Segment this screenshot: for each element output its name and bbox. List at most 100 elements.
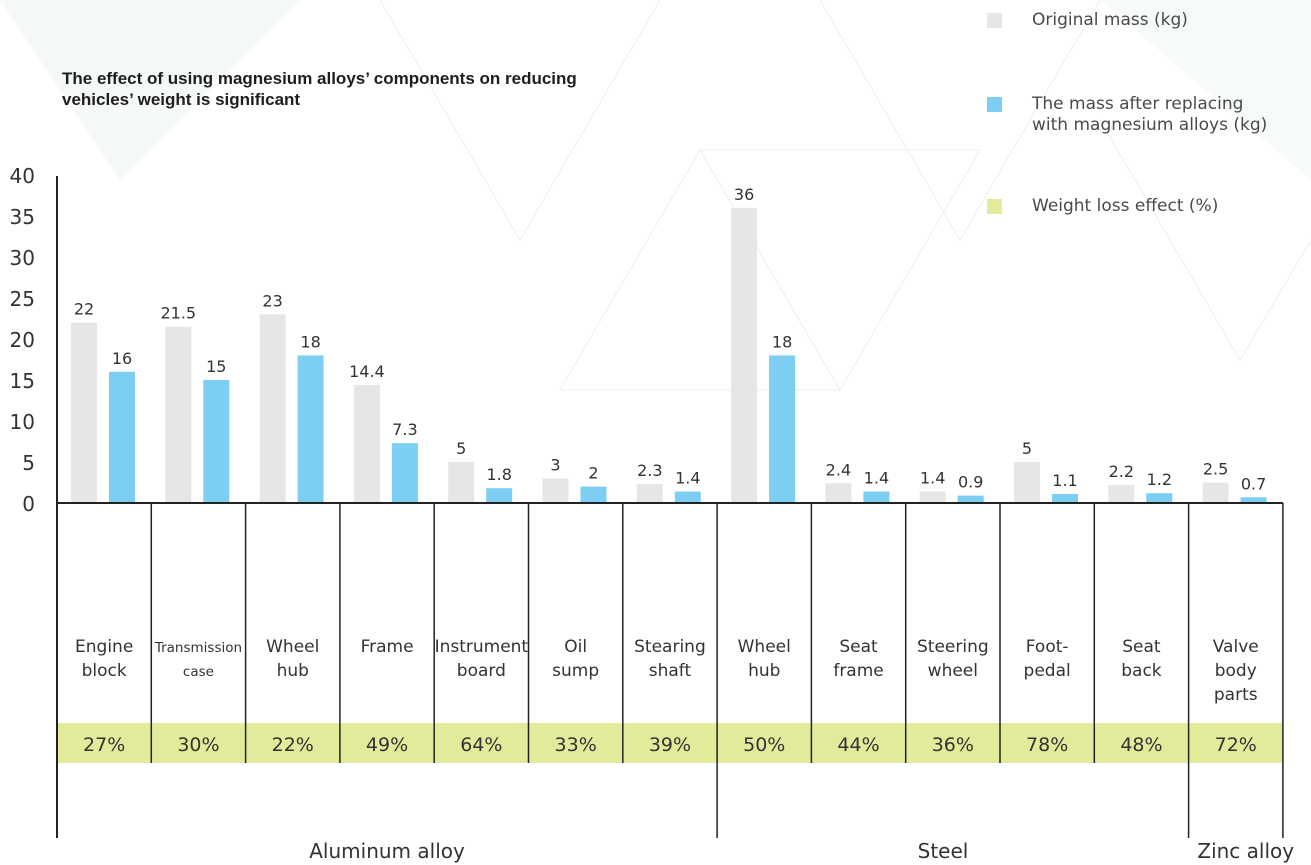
bar-replaced <box>1240 497 1267 503</box>
weight-loss-label: 78% <box>1026 734 1068 756</box>
y-tick-label: 10 <box>10 410 35 434</box>
category-label-line: Wheel <box>738 637 791 657</box>
data-label-replaced: 18 <box>772 332 792 351</box>
category-label: Wheel hub <box>738 637 791 681</box>
weight-loss-label: 64% <box>460 734 502 756</box>
category-label-line: wheel <box>928 661 978 681</box>
bar-original <box>825 483 852 503</box>
y-tick-label: 40 <box>10 164 35 188</box>
data-label-original: 2.4 <box>826 460 851 479</box>
bar-replaced <box>1052 493 1078 503</box>
bar-original <box>636 484 663 503</box>
data-label-original: 14.4 <box>349 362 385 381</box>
data-label-original: 36 <box>734 185 754 204</box>
category-label-line: Stearing <box>634 637 706 657</box>
data-label-replaced: 1.1 <box>1052 471 1077 490</box>
category-label: Steering wheel <box>917 637 989 681</box>
category-label: Seat frame <box>833 637 883 681</box>
bar-replaced <box>297 355 324 503</box>
category-label-line: parts <box>1214 685 1258 705</box>
bar-original <box>1108 484 1135 503</box>
data-label-original: 22 <box>74 300 94 319</box>
category-label: Transmission case <box>154 640 242 680</box>
category-label-line: pedal <box>1024 661 1071 681</box>
bar-original <box>165 326 192 503</box>
legend-swatch-original <box>987 13 1002 28</box>
data-label-replaced: 1.4 <box>675 469 700 488</box>
bar-replaced <box>109 371 135 503</box>
data-label-replaced: 15 <box>206 357 226 376</box>
group-label: Steel <box>918 839 969 863</box>
category-label-line: Valve <box>1213 637 1259 657</box>
category-label-line: Steering <box>917 637 989 657</box>
legend-label-original: Original mass (kg) <box>1032 10 1188 30</box>
data-label-replaced: 0.7 <box>1241 474 1266 493</box>
category-label-line: Transmission <box>154 640 242 656</box>
category-label: Seat back <box>1121 637 1162 681</box>
bar-replaced <box>957 495 984 503</box>
category-label: Frame <box>361 637 414 657</box>
weight-loss-label: 36% <box>932 734 974 756</box>
y-tick-label: 15 <box>10 369 35 393</box>
bar-replaced <box>203 380 230 503</box>
data-label-original: 5 <box>456 439 466 458</box>
bar-original <box>353 384 380 503</box>
category-label-line: Seat <box>1122 637 1161 657</box>
weight-loss-band <box>57 723 1283 763</box>
category-label-line: Engine <box>75 637 133 657</box>
category-label-line: Wheel <box>266 637 319 657</box>
category-label-line: sump <box>552 661 599 681</box>
data-label-original: 2.2 <box>1109 462 1134 481</box>
weight-loss-label: 48% <box>1120 734 1162 756</box>
bar-original <box>259 314 286 503</box>
category-label: Stearing shaft <box>634 637 706 681</box>
category-label-line: Seat <box>839 637 878 657</box>
data-label-replaced: 1.4 <box>864 469 889 488</box>
bar-original <box>1014 462 1040 503</box>
data-label-original: 21.5 <box>160 304 196 323</box>
category-label-line: frame <box>833 661 883 681</box>
bar-replaced <box>674 491 701 503</box>
data-label-replaced: 0.9 <box>958 473 983 492</box>
category-label: Instrument board <box>435 637 529 681</box>
category-label-line: Instrument <box>435 637 529 657</box>
category-label: Wheel hub <box>266 637 319 681</box>
group-label: Aluminum alloy <box>309 839 465 863</box>
data-label-original: 3 <box>550 455 560 474</box>
bar-original <box>542 478 569 503</box>
y-tick-label: 35 <box>10 205 35 229</box>
weight-loss-label: 72% <box>1215 734 1257 756</box>
weight-loss-label: 39% <box>649 734 691 756</box>
bar-original <box>731 207 758 504</box>
bar-replaced <box>486 488 513 503</box>
legend-swatch-weight-loss <box>987 199 1002 214</box>
category-label-line: hub <box>277 661 309 681</box>
bar-replaced <box>863 491 890 503</box>
category-label-line: case <box>183 664 214 680</box>
category-label-line: hub <box>748 661 780 681</box>
data-label-replaced: 2 <box>588 464 598 483</box>
category-label: Foot-pedal <box>1024 637 1071 681</box>
data-label-original: 2.3 <box>637 461 662 480</box>
category-label: Valve body parts <box>1213 637 1259 705</box>
category-label: Oil sump <box>552 637 599 681</box>
category-label-line: shaft <box>649 661 692 681</box>
weight-loss-label: 50% <box>743 734 785 756</box>
y-tick-label: 25 <box>10 287 35 311</box>
data-label-original: 23 <box>262 291 282 310</box>
data-label-original: 5 <box>1022 439 1032 458</box>
category-label-line: back <box>1121 661 1162 681</box>
weight-loss-label: 27% <box>83 734 125 756</box>
data-label-original: 2.5 <box>1203 460 1228 479</box>
bar-original <box>448 462 475 503</box>
weight-loss-label: 33% <box>555 734 597 756</box>
bar-replaced <box>580 486 607 503</box>
weight-loss-label: 22% <box>272 734 314 756</box>
legend-swatch-replaced <box>987 97 1002 112</box>
category-label-line: Frame <box>361 637 414 657</box>
bar-replaced <box>1146 493 1173 503</box>
data-label-replaced: 7.3 <box>392 420 417 439</box>
chart-title: The effect of using magnesium alloys’ co… <box>62 69 577 109</box>
